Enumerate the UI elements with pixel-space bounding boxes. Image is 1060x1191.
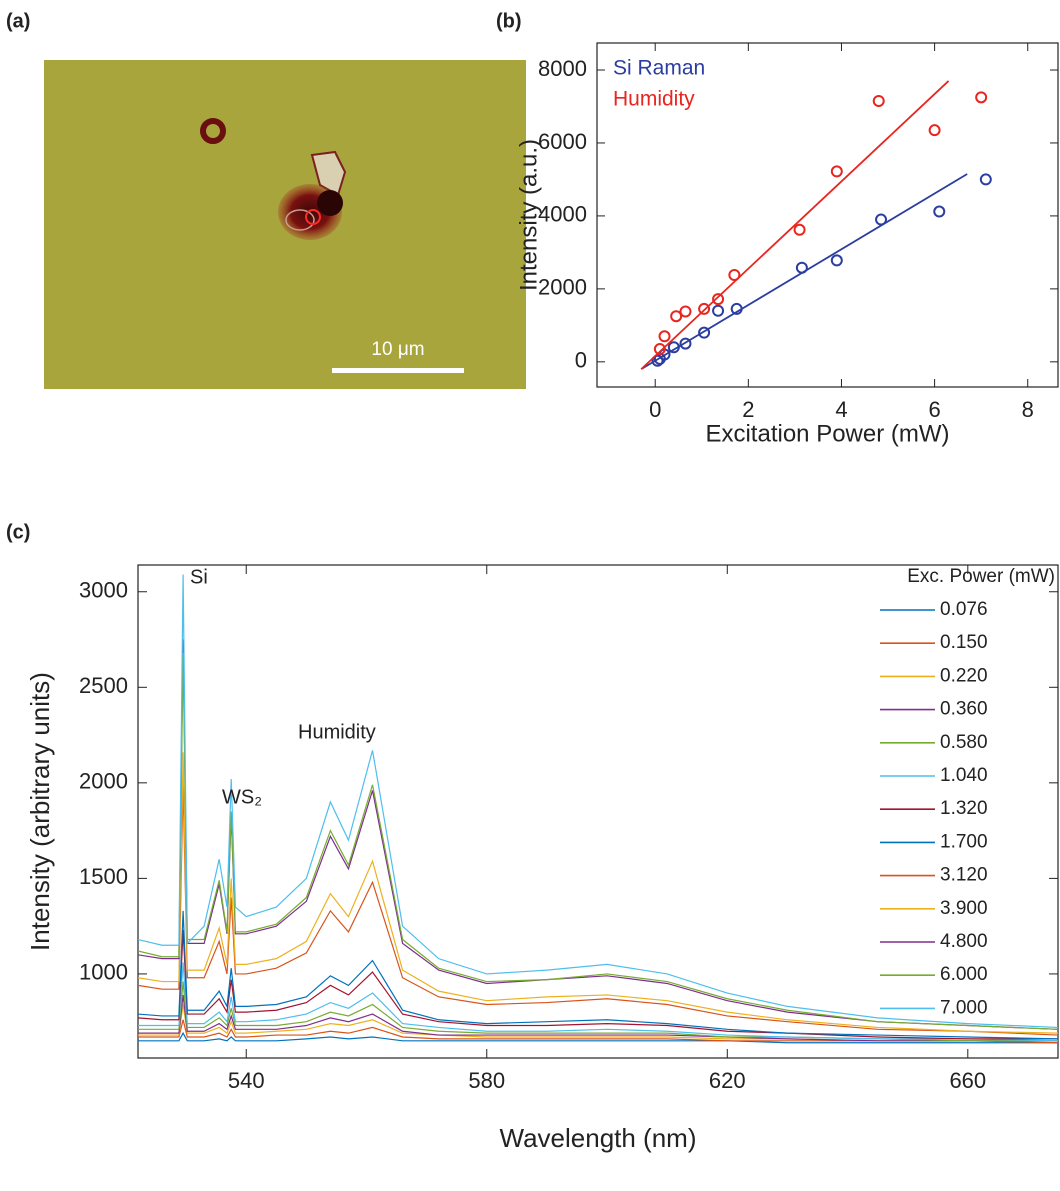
data-point: [698, 302, 711, 315]
spectrum-line: [138, 994, 1058, 1042]
data-point: [698, 326, 711, 339]
legend-label: 0.360: [940, 699, 988, 720]
data-point: [872, 95, 885, 108]
x-tick-label: 0: [649, 397, 661, 422]
spectrum-line: [138, 639, 1058, 1030]
scale-bar: [332, 368, 464, 373]
x-tick-label: 660: [949, 1068, 986, 1093]
data-point: [651, 354, 664, 367]
data-point: [653, 343, 666, 356]
x-axis-label: Wavelength (nm): [500, 1123, 697, 1153]
data-point: [658, 330, 671, 343]
x-tick-label: 8: [1022, 397, 1034, 422]
micrograph: 10 μm: [44, 60, 526, 389]
scale-bar-label: 10 μm: [371, 339, 424, 360]
plot-area: [138, 574, 1058, 1044]
x-tick-label: 4: [835, 397, 847, 422]
y-tick-label: 1000: [79, 960, 128, 985]
spectrum-line: [138, 981, 1058, 1042]
data-point: [679, 305, 692, 318]
x-tick-label: 2: [742, 397, 754, 422]
legend-label: 1.040: [940, 765, 988, 786]
data-point: [795, 261, 808, 274]
legend-label: 0.580: [940, 732, 988, 753]
legend-label: 6.000: [940, 964, 988, 985]
legend-label: 3.120: [940, 865, 988, 886]
panel-label: (a): [6, 10, 30, 32]
spectrum-line: [138, 1019, 1058, 1044]
legend-label: 3.900: [940, 898, 988, 919]
plot-frame: [137, 564, 1059, 1059]
particle: [310, 150, 347, 197]
data-point: [712, 293, 725, 306]
particle-ring: [285, 209, 315, 231]
annotation: WS₂: [222, 786, 262, 808]
particle: [317, 190, 343, 216]
x-tick-label: 580: [468, 1068, 505, 1093]
y-axis-label: Intensity (arbitrary units): [25, 672, 55, 951]
data-point: [830, 165, 843, 178]
y-tick-label: 3000: [79, 578, 128, 603]
plot-frame: [596, 42, 1059, 388]
data-point: [670, 310, 683, 323]
data-point: [667, 341, 680, 354]
legend-label: Humidity: [613, 88, 695, 111]
plot-area: [640, 80, 992, 370]
panel-label: (c): [6, 521, 30, 543]
legend-label: 0.150: [940, 632, 988, 653]
data-point: [979, 173, 992, 186]
y-tick-label: 2000: [79, 769, 128, 794]
spectrum-line: [138, 1031, 1058, 1044]
data-point: [712, 304, 725, 317]
x-tick-label: 540: [228, 1068, 265, 1093]
spectrum-line: [138, 929, 1058, 1040]
spectrum-line: [138, 574, 1058, 1029]
y-tick-label: 2500: [79, 673, 128, 698]
data-point: [830, 254, 843, 267]
particle: [200, 118, 226, 144]
y-tick-label: 8000: [538, 56, 587, 81]
legend-label: 7.000: [940, 997, 988, 1018]
data-point: [730, 302, 743, 315]
x-axis-label: Excitation Power (mW): [705, 420, 949, 447]
data-point: [793, 223, 806, 236]
legend-label: 0.220: [940, 665, 988, 686]
spectrum-line: [138, 652, 1058, 1030]
y-tick-label: 2000: [538, 275, 587, 300]
x-tick-label: 6: [928, 397, 940, 422]
y-tick-label: 4000: [538, 202, 587, 227]
y-tick-label: 0: [575, 348, 587, 373]
annotation: Si: [190, 566, 208, 588]
y-tick-label: 1500: [79, 864, 128, 889]
annotation: Humidity: [298, 721, 376, 743]
data-point: [875, 213, 888, 226]
spectrum-line: [138, 1004, 1058, 1042]
legend-label: Si Raman: [613, 57, 705, 80]
panel-label: (b): [496, 10, 522, 32]
spectrum-line: [138, 910, 1058, 1040]
data-point: [728, 269, 741, 282]
y-axis-label: Intensity (a.u.): [515, 139, 542, 291]
legend-label: 1.320: [940, 798, 988, 819]
data-point: [975, 91, 988, 104]
data-point: [679, 337, 692, 350]
data-point: [928, 124, 941, 137]
spectrum-line: [138, 752, 1058, 1034]
legend-label: 0.076: [940, 599, 988, 620]
laser-spot: [305, 209, 321, 225]
legend-title: Exc. Power (mW): [907, 566, 1055, 587]
spectrum-line: [138, 784, 1058, 1036]
x-tick-label: 620: [709, 1068, 746, 1093]
legend-label: 4.800: [940, 931, 988, 952]
spectrum-line: [138, 962, 1058, 1042]
fit-line: [640, 80, 950, 370]
y-tick-label: 6000: [538, 129, 587, 154]
data-point: [933, 205, 946, 218]
legend-label: 1.700: [940, 831, 988, 852]
